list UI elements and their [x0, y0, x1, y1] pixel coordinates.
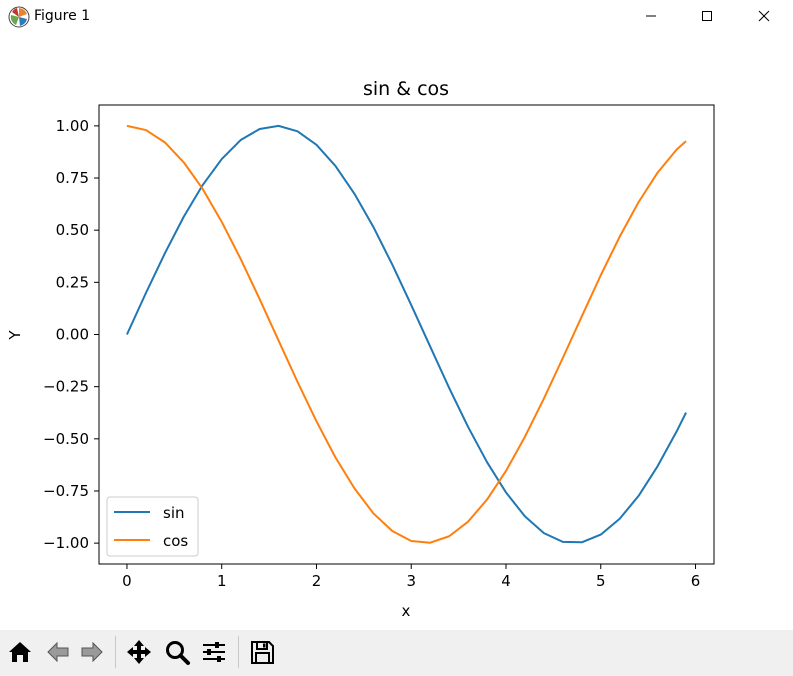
legend-label-sin: sin: [163, 504, 185, 522]
back-button[interactable]: [41, 634, 75, 670]
pan-button[interactable]: [122, 634, 156, 670]
window-titlebar: Figure 1: [0, 0, 793, 34]
x-tick-label: 2: [312, 572, 322, 590]
x-tick-label: 4: [501, 572, 511, 590]
legend-label-cos: cos: [163, 532, 188, 550]
y-tick-label: −0.50: [43, 430, 89, 448]
zoom-icon: [166, 641, 190, 665]
maximize-icon: [702, 11, 712, 21]
move-icon: [127, 640, 151, 664]
toolbar-separator: [238, 636, 239, 668]
x-tick-label: 6: [691, 572, 701, 590]
maximize-button[interactable]: [678, 0, 736, 32]
minimize-icon: [646, 15, 656, 17]
legend: sin cos: [106, 496, 199, 557]
y-tick-label: 0.25: [56, 273, 89, 291]
forward-button[interactable]: [75, 634, 109, 670]
close-button[interactable]: [735, 0, 793, 32]
series-line-sin: [126, 124, 687, 544]
home-icon: [9, 642, 31, 662]
back-arrow-icon: [47, 641, 69, 663]
save-button[interactable]: [245, 634, 279, 670]
save-icon: [251, 641, 274, 664]
y-tick-label: −0.75: [43, 482, 89, 500]
x-tick-label: 3: [406, 572, 416, 590]
minimize-button[interactable]: [622, 0, 680, 32]
y-tick-label: −1.00: [43, 534, 89, 552]
close-icon: [758, 10, 770, 22]
y-tick-label: 0.75: [56, 169, 89, 187]
x-axis-label: x: [402, 602, 411, 620]
line-chart: 0 1 2 3 4 5 6 1.00 0.75 0.50 0.25 0.00 −0.25 −0.50 −0.…: [0, 34, 793, 630]
series-line-cos: [126, 124, 687, 544]
y-axis-label: Y: [6, 330, 24, 341]
x-tick-label: 5: [596, 572, 606, 590]
x-tick-label: 1: [217, 572, 227, 590]
forward-arrow-icon: [81, 641, 103, 663]
y-tick-label: 0.00: [56, 326, 89, 344]
toolbar-separator: [115, 636, 116, 668]
home-button[interactable]: [3, 634, 37, 670]
window-title: Figure 1: [34, 8, 91, 24]
zoom-button[interactable]: [160, 634, 194, 670]
y-tick-label: 1.00: [56, 117, 89, 135]
navigation-toolbar: [0, 630, 793, 676]
matplotlib-logo-icon: [8, 6, 30, 28]
y-tick-label: −0.25: [43, 378, 89, 396]
configure-subplots-button[interactable]: [197, 634, 231, 670]
y-tick-label: 0.50: [56, 221, 89, 239]
sliders-icon: [203, 642, 225, 662]
figure-canvas[interactable]: 0 1 2 3 4 5 6 1.00 0.75 0.50 0.25 0.00 −0.25 −0.50 −0.…: [0, 34, 793, 630]
x-tick-label: 0: [122, 572, 132, 590]
chart-title: sin & cos: [363, 78, 449, 100]
